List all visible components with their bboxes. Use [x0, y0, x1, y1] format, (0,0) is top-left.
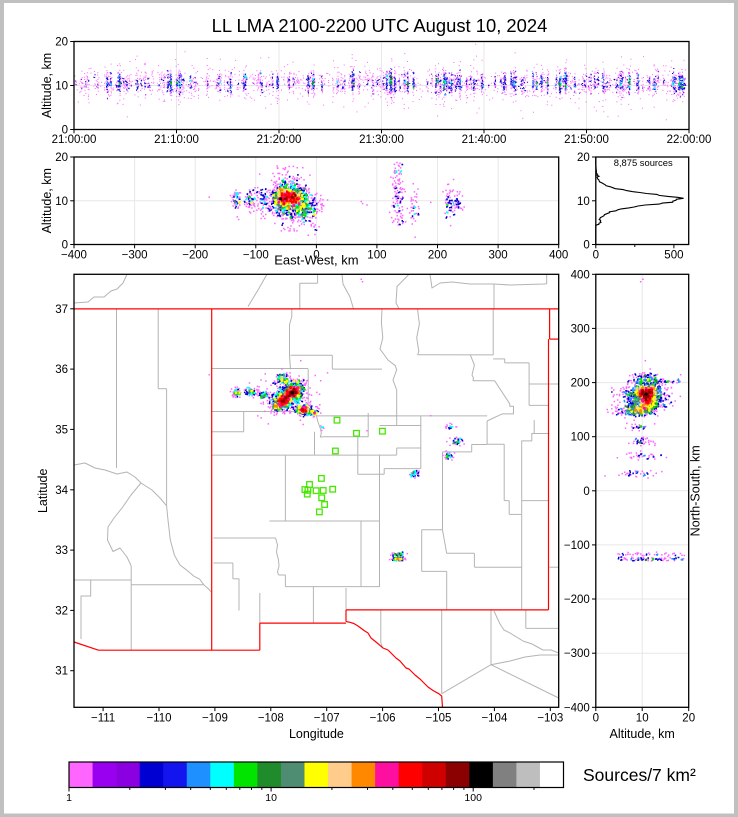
svg-text:1: 1	[66, 792, 72, 804]
svg-text:−200: −200	[182, 250, 208, 262]
svg-text:10: 10	[265, 792, 277, 804]
svg-text:400: 400	[549, 250, 568, 262]
svg-text:−109: −109	[202, 712, 228, 724]
svg-text:37: 37	[55, 304, 68, 316]
svg-text:36: 36	[55, 364, 68, 376]
svg-text:21:20:00: 21:20:00	[257, 134, 302, 146]
svg-text:31: 31	[55, 666, 68, 678]
svg-text:100: 100	[571, 432, 590, 444]
svg-text:East-West, km: East-West, km	[274, 253, 358, 268]
svg-text:−100: −100	[564, 540, 590, 552]
svg-text:10: 10	[55, 196, 68, 208]
svg-text:Altitude, km: Altitude, km	[40, 53, 54, 118]
svg-text:300: 300	[571, 323, 590, 335]
svg-text:Latitude: Latitude	[36, 469, 50, 514]
svg-text:0: 0	[583, 240, 589, 252]
svg-text:10: 10	[577, 196, 590, 208]
svg-text:200: 200	[571, 378, 590, 390]
svg-text:21:10:00: 21:10:00	[154, 134, 199, 146]
svg-text:32: 32	[55, 605, 68, 617]
svg-text:20: 20	[55, 37, 68, 49]
svg-text:−111: −111	[91, 712, 115, 724]
svg-text:−103: −103	[537, 712, 563, 724]
svg-text:34: 34	[55, 485, 68, 497]
svg-text:21:30:00: 21:30:00	[359, 134, 404, 146]
svg-text:100: 100	[464, 792, 482, 804]
svg-text:400: 400	[571, 269, 590, 281]
svg-text:−100: −100	[243, 250, 269, 262]
svg-text:−200: −200	[564, 594, 590, 606]
svg-text:33: 33	[55, 545, 68, 557]
svg-text:−107: −107	[314, 712, 340, 724]
svg-text:35: 35	[55, 424, 68, 436]
svg-text:0: 0	[313, 250, 319, 262]
svg-text:20: 20	[577, 152, 590, 164]
svg-text:0: 0	[593, 250, 599, 262]
svg-text:−400: −400	[61, 250, 87, 262]
svg-text:500: 500	[664, 250, 683, 262]
svg-text:20: 20	[682, 712, 695, 724]
svg-text:−110: −110	[146, 712, 171, 724]
svg-text:North-South, km: North-South, km	[689, 445, 703, 536]
svg-text:Altitude, km: Altitude, km	[40, 168, 54, 233]
svg-text:−104: −104	[481, 712, 508, 724]
svg-text:21:00:00: 21:00:00	[52, 134, 97, 146]
svg-text:−300: −300	[564, 648, 590, 660]
svg-text:21:50:00: 21:50:00	[564, 134, 609, 146]
svg-text:8,875 sources: 8,875 sources	[614, 157, 673, 168]
svg-text:Altitude, km: Altitude, km	[610, 727, 675, 741]
svg-text:200: 200	[428, 250, 447, 262]
svg-text:22:00:00: 22:00:00	[667, 134, 712, 146]
svg-text:Sources/7 km²: Sources/7 km²	[583, 765, 696, 785]
svg-text:0: 0	[583, 486, 589, 498]
svg-text:−108: −108	[258, 712, 284, 724]
svg-text:100: 100	[367, 250, 386, 262]
svg-text:−300: −300	[122, 250, 148, 262]
svg-text:21:40:00: 21:40:00	[462, 134, 507, 146]
svg-text:LL LMA 2100-2200 UTC August 10: LL LMA 2100-2200 UTC August 10, 2024	[212, 15, 548, 36]
svg-text:Longitude: Longitude	[289, 727, 344, 741]
svg-text:300: 300	[489, 250, 508, 262]
svg-text:−400: −400	[564, 702, 590, 714]
svg-text:10: 10	[636, 712, 649, 724]
svg-text:0: 0	[62, 125, 68, 137]
svg-text:−105: −105	[426, 712, 452, 724]
svg-text:0: 0	[62, 240, 68, 252]
svg-text:0: 0	[593, 712, 599, 724]
svg-text:10: 10	[55, 81, 68, 93]
svg-text:20: 20	[55, 152, 68, 164]
svg-text:−106: −106	[370, 712, 396, 724]
